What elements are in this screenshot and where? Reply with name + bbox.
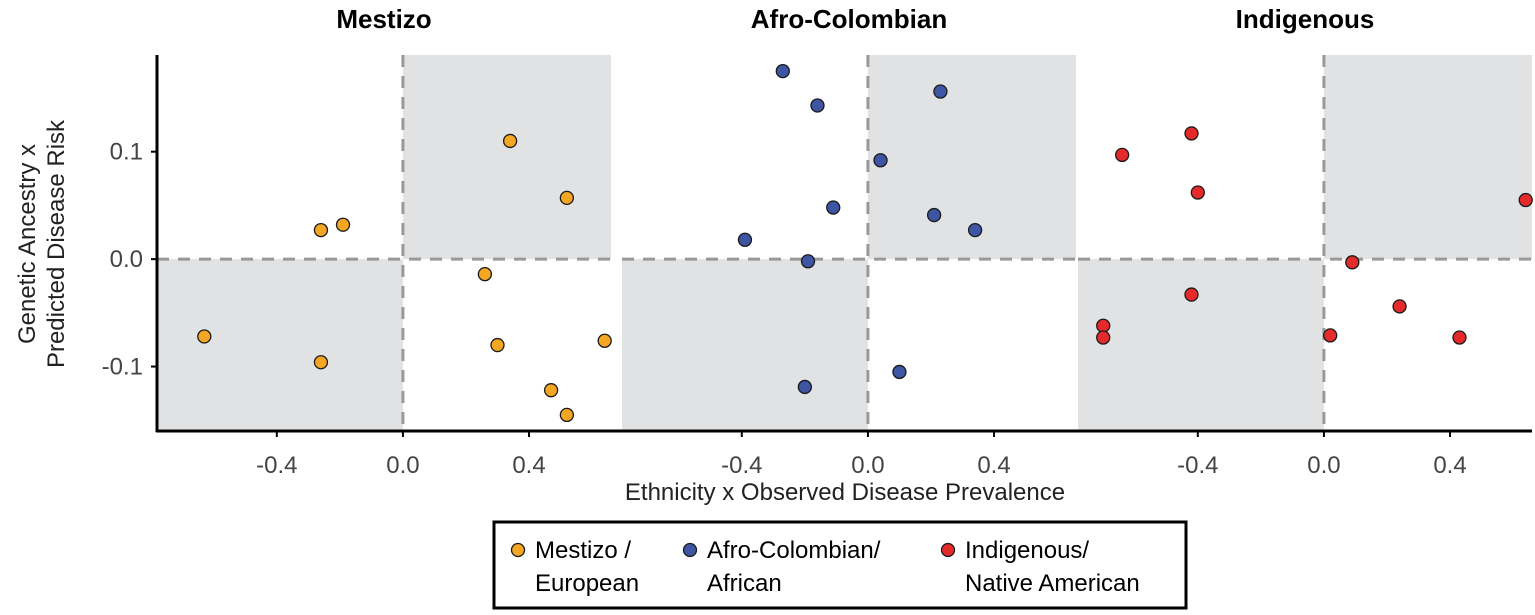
x-tick-label: -0.4 bbox=[256, 452, 297, 479]
data-point bbox=[737, 232, 753, 247]
legend-entry: Mestizo / European bbox=[510, 537, 639, 597]
x-tick-label: -0.4 bbox=[721, 452, 762, 479]
data-point bbox=[1323, 328, 1338, 343]
quadrant-lower-left bbox=[1078, 259, 1324, 431]
legend-label: Afro-Colombian/ bbox=[707, 537, 881, 564]
data-point bbox=[559, 407, 575, 423]
quadrant-upper-right bbox=[402, 55, 611, 260]
y-axis-label-line: Predicted Disease Risk bbox=[43, 119, 70, 368]
axes-layer: -0.4 0.0 0.4 -0.4 0.0 0.4 -0.4 0.0 0.4 0.1 0.0 -0.1… bbox=[14, 55, 1532, 506]
data-point bbox=[597, 333, 612, 348]
data-point bbox=[559, 190, 575, 206]
data-point bbox=[313, 355, 329, 370]
legend-label: Mestizo / bbox=[535, 537, 631, 564]
y-axis-label: Genetic Ancestry x Predicted Disease Risk bbox=[14, 119, 70, 368]
x-tick-label: 0.4 bbox=[977, 452, 1010, 479]
panel-afro-colombian: Afro-Colombian bbox=[622, 4, 1076, 431]
y-axis-label-line: Genetic Ancestry x bbox=[14, 144, 41, 344]
data-point bbox=[967, 222, 983, 238]
data-point bbox=[335, 217, 351, 232]
legend-entry: Indigenous/Native American bbox=[940, 537, 1140, 597]
data-point bbox=[477, 267, 493, 282]
data-point bbox=[926, 207, 942, 223]
x-tick-label: 0.4 bbox=[1433, 452, 1466, 479]
data-point bbox=[933, 84, 948, 99]
data-point bbox=[197, 329, 212, 344]
data-point bbox=[1184, 287, 1199, 302]
data-point bbox=[1114, 147, 1130, 163]
legend-entry: Afro-Colombian/African bbox=[682, 537, 881, 597]
quadrant-upper-right bbox=[1323, 55, 1532, 260]
data-point bbox=[810, 98, 825, 113]
x-tick-label: 0.0 bbox=[851, 452, 884, 479]
data-point bbox=[800, 254, 816, 269]
data-point bbox=[313, 222, 329, 238]
legend-label: African bbox=[707, 570, 782, 597]
data-point bbox=[1452, 330, 1467, 345]
x-tick-label: 0.0 bbox=[386, 452, 419, 479]
y-tick-label: -0.1 bbox=[102, 354, 143, 381]
data-point bbox=[490, 337, 505, 353]
legend-box bbox=[492, 520, 1188, 610]
data-point bbox=[873, 153, 888, 168]
legend-swatch bbox=[510, 542, 526, 558]
x-tick-label: 0.0 bbox=[1307, 452, 1340, 479]
data-point bbox=[1096, 330, 1111, 345]
y-tick-label: 0.0 bbox=[110, 246, 143, 273]
data-point bbox=[502, 133, 518, 149]
data-point bbox=[826, 200, 841, 215]
data-point bbox=[1096, 318, 1111, 333]
legend-label: Indigenous/ bbox=[965, 537, 1089, 564]
facet-title: Indigenous bbox=[1236, 4, 1375, 34]
quadrant-lower-left bbox=[622, 259, 868, 431]
data-point bbox=[1190, 185, 1205, 200]
y-tick-label: 0.1 bbox=[110, 139, 143, 166]
legend-label: Native American bbox=[965, 570, 1140, 597]
data-point bbox=[1518, 192, 1533, 208]
panels-layer: Mestizo Afro-Colombian Indigenous bbox=[157, 4, 1533, 431]
data-point bbox=[1345, 255, 1360, 270]
legend-swatch bbox=[682, 542, 698, 558]
data-point bbox=[543, 383, 559, 398]
data-point bbox=[797, 379, 813, 395]
data-point bbox=[1184, 126, 1199, 141]
x-tick-label: -0.4 bbox=[1177, 452, 1218, 479]
x-tick-label: 0.4 bbox=[512, 452, 545, 479]
data-point bbox=[892, 364, 907, 380]
data-point bbox=[1392, 299, 1407, 314]
legend-swatch bbox=[940, 542, 956, 558]
panel-mestizo: Mestizo bbox=[157, 4, 612, 431]
panel-indigenous: Indigenous bbox=[1078, 4, 1533, 431]
facet-title: Afro-Colombian bbox=[751, 4, 947, 34]
legend: Mestizo / European Afro-Colombian/African I… bbox=[492, 520, 1188, 610]
quadrant-lower-left bbox=[157, 259, 403, 431]
facet-title: Mestizo bbox=[336, 4, 431, 34]
data-point bbox=[775, 63, 790, 79]
legend-label: European bbox=[535, 570, 639, 597]
x-axis-label: Ethnicity x Observed Disease Prevalence bbox=[625, 479, 1065, 506]
